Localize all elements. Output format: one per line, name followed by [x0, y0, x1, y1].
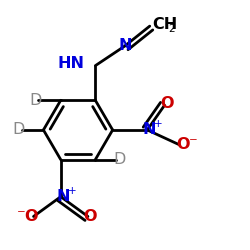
Text: +: +: [154, 119, 163, 129]
Text: −: −: [17, 206, 26, 216]
Text: O: O: [84, 209, 97, 224]
Text: N: N: [56, 189, 70, 204]
Text: O: O: [176, 137, 190, 152]
Text: D: D: [12, 122, 25, 138]
Text: 2: 2: [168, 24, 175, 34]
Text: −: −: [188, 135, 197, 145]
Text: CH: CH: [152, 18, 178, 32]
Text: N: N: [118, 38, 132, 54]
Text: O: O: [160, 96, 174, 112]
Text: D: D: [30, 93, 42, 108]
Text: D: D: [114, 152, 126, 167]
Text: +: +: [68, 186, 77, 196]
Text: O: O: [24, 209, 38, 224]
Text: N: N: [143, 122, 156, 138]
Text: HN: HN: [57, 56, 84, 71]
